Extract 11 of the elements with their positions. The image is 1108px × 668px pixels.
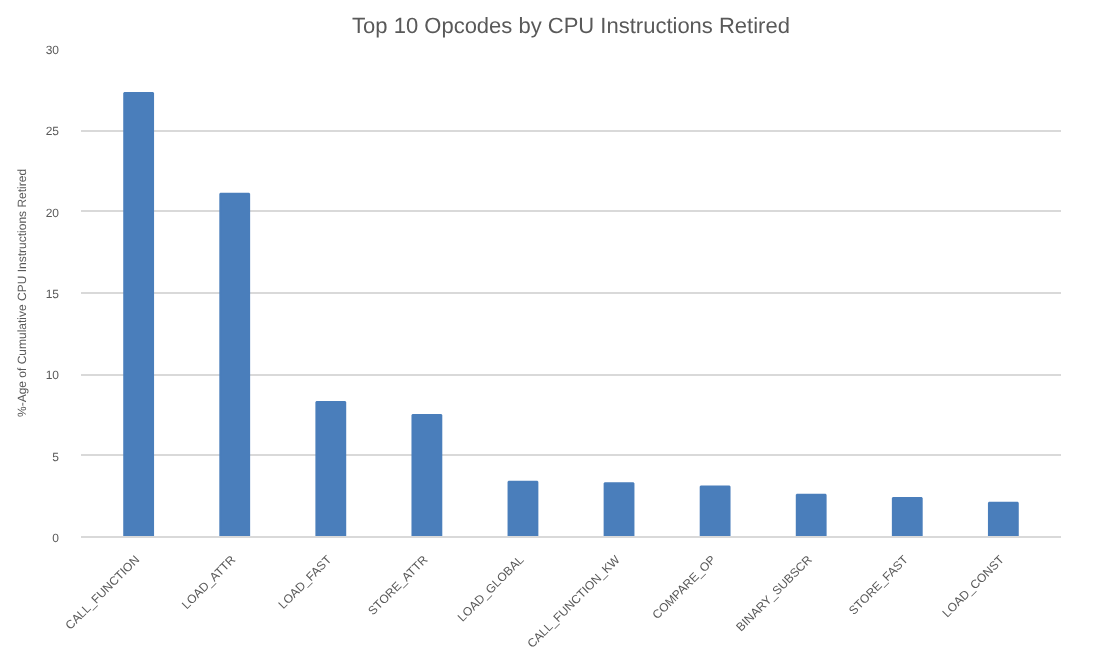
bar: [987, 501, 1019, 537]
bar: [411, 414, 443, 537]
bar: [795, 493, 827, 537]
bar: [507, 480, 539, 537]
bar: [123, 91, 155, 537]
bar: [315, 400, 347, 537]
bar: [891, 496, 923, 537]
bar: [699, 485, 731, 537]
chart-title: Top 10 Opcodes by CPU Instructions Retired: [352, 15, 790, 39]
bar: [603, 482, 635, 537]
bar: [219, 192, 251, 537]
